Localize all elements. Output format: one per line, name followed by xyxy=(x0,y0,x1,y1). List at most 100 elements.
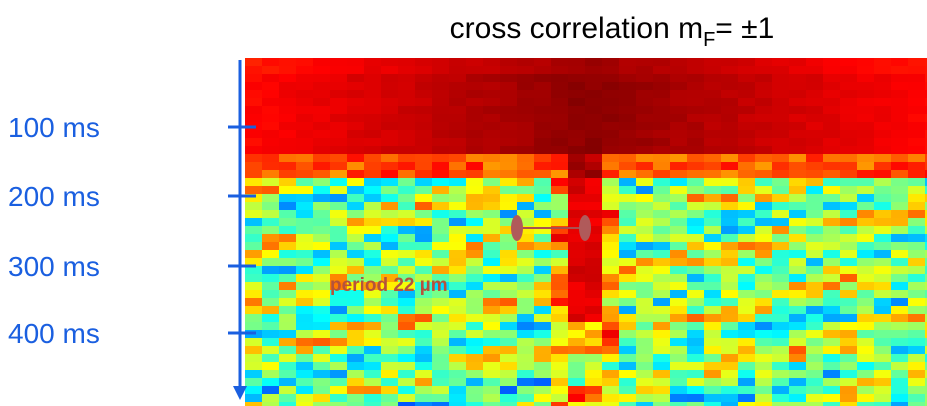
heat-cell xyxy=(466,226,484,235)
heat-cell xyxy=(653,226,671,235)
heat-cell xyxy=(755,130,773,139)
heat-cell xyxy=(755,250,773,259)
heat-cell xyxy=(874,338,892,347)
heat-cell xyxy=(347,370,365,379)
heat-cell xyxy=(415,242,433,251)
heat-cell xyxy=(432,370,450,379)
heat-cell xyxy=(551,378,569,387)
heat-cell xyxy=(653,322,671,331)
heat-cell xyxy=(670,274,688,283)
heat-cell xyxy=(551,234,569,243)
heat-cell xyxy=(755,162,773,171)
heat-cell xyxy=(364,282,382,291)
heat-cell xyxy=(245,242,263,251)
heat-cell xyxy=(449,210,467,219)
heat-cell xyxy=(823,298,841,307)
heat-cell xyxy=(551,154,569,163)
heat-cell xyxy=(721,314,739,323)
heat-cell xyxy=(670,322,688,331)
heat-cell xyxy=(517,378,535,387)
heat-cell xyxy=(738,402,756,406)
heat-cell xyxy=(279,346,297,355)
heat-cell xyxy=(653,274,671,283)
heat-cell xyxy=(891,170,909,179)
heat-cell xyxy=(466,74,484,83)
heat-cell xyxy=(296,82,314,91)
heat-cell xyxy=(772,274,790,283)
heat-cell xyxy=(313,130,331,139)
heat-cell xyxy=(381,98,399,107)
heat-cell xyxy=(857,154,875,163)
heat-cell xyxy=(534,226,552,235)
heat-cell xyxy=(415,290,433,299)
heat-cell xyxy=(262,178,280,187)
heat-cell xyxy=(585,194,603,203)
heat-cell xyxy=(296,290,314,299)
heat-cell xyxy=(347,82,365,91)
heat-cell xyxy=(823,330,841,339)
heat-cell xyxy=(483,106,501,115)
heat-cell xyxy=(483,354,501,363)
heat-cell xyxy=(806,314,824,323)
heat-cell xyxy=(534,170,552,179)
heat-cell xyxy=(789,170,807,179)
annotation: period 22 µm xyxy=(330,275,448,296)
heat-cell xyxy=(483,394,501,403)
heat-cell xyxy=(585,170,603,179)
heat-cell xyxy=(415,226,433,235)
heat-cell xyxy=(806,266,824,275)
heat-cell xyxy=(874,290,892,299)
heat-cell xyxy=(500,362,518,371)
heat-cell xyxy=(449,170,467,179)
heat-cell xyxy=(296,394,314,403)
heat-cell xyxy=(806,258,824,267)
heat-cell xyxy=(704,90,722,99)
heat-cell xyxy=(568,362,586,371)
heat-cell xyxy=(823,114,841,123)
heat-cell xyxy=(908,242,926,251)
heat-cell xyxy=(568,194,586,203)
heat-cell xyxy=(840,338,858,347)
heat-cell xyxy=(687,314,705,323)
heat-cell xyxy=(398,266,416,275)
heat-cell xyxy=(908,338,926,347)
heat-cell xyxy=(789,258,807,267)
heat-cell xyxy=(449,346,467,355)
heat-cell xyxy=(721,290,739,299)
heat-cell xyxy=(517,274,535,283)
heat-cell xyxy=(602,282,620,291)
heat-cell xyxy=(296,274,314,283)
heat-cell xyxy=(262,202,280,211)
heat-cell xyxy=(874,170,892,179)
heat-cell xyxy=(721,266,739,275)
heat-cell xyxy=(364,378,382,387)
heat-cell xyxy=(789,194,807,203)
heat-cell xyxy=(823,106,841,115)
heat-cell xyxy=(721,274,739,283)
heat-cell xyxy=(806,146,824,155)
heat-cell xyxy=(398,194,416,203)
heat-cell xyxy=(789,106,807,115)
heat-cell xyxy=(364,266,382,275)
heat-cell xyxy=(687,202,705,211)
heat-cell xyxy=(262,266,280,275)
heat-cell xyxy=(262,386,280,395)
heat-cell xyxy=(483,266,501,275)
heat-cell xyxy=(772,154,790,163)
heat-cell xyxy=(789,82,807,91)
heat-cell xyxy=(755,306,773,315)
heat-cell xyxy=(874,354,892,363)
heat-cell xyxy=(925,394,927,403)
heat-cell xyxy=(755,330,773,339)
time-label: 400 ms xyxy=(8,318,100,349)
heat-cell xyxy=(806,274,824,283)
heat-cell xyxy=(738,346,756,355)
heat-cell xyxy=(432,274,450,283)
heat-cell xyxy=(908,322,926,331)
heat-cell xyxy=(636,122,654,131)
heat-cell xyxy=(602,242,620,251)
heat-cell xyxy=(500,274,518,283)
heat-cell xyxy=(483,378,501,387)
heat-cell xyxy=(840,66,858,75)
heat-cell xyxy=(347,162,365,171)
